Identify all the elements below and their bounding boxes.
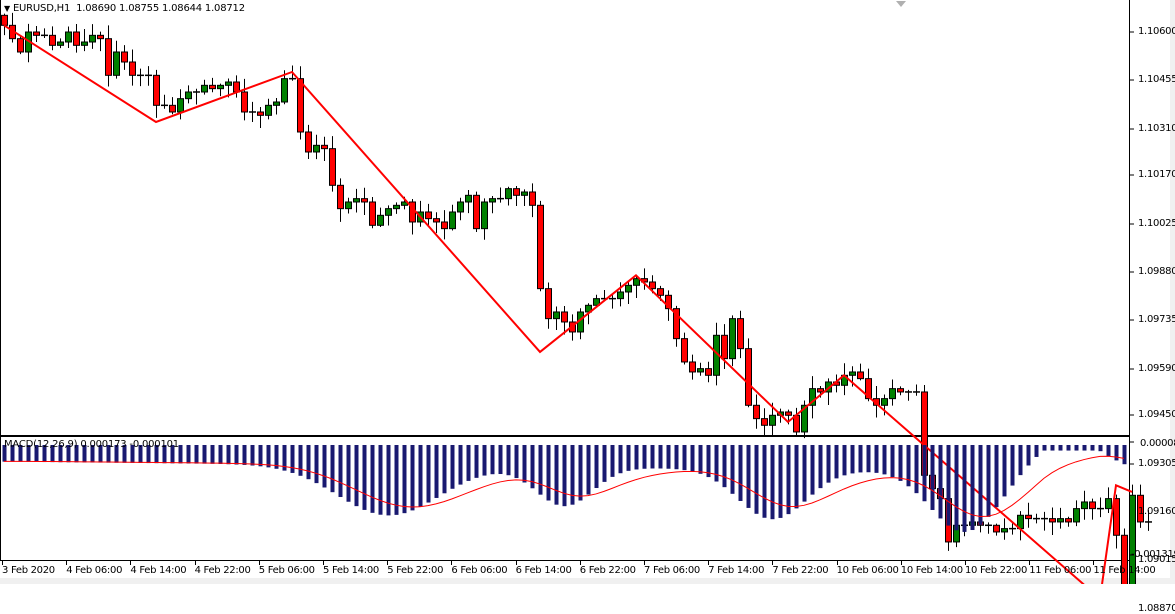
time-tick-label: 4 Feb 22:00 xyxy=(194,565,251,576)
time-tick-label: 4 Feb 14:00 xyxy=(130,565,187,576)
price-tick-label: 1.09735 xyxy=(1138,314,1175,325)
price-tick-label: 1.10170 xyxy=(1138,169,1175,180)
price-tick-label: 1.09015 xyxy=(1138,554,1175,565)
time-tick-label: 5 Feb 14:00 xyxy=(323,565,379,576)
time-tick-label: 6 Feb 06:00 xyxy=(451,565,508,576)
panel-shift-marker-icon[interactable] xyxy=(896,1,906,7)
macd-scale-top: 0.00008 xyxy=(1140,438,1175,449)
time-tick-label: 7 Feb 22:00 xyxy=(772,565,829,576)
price-tick-label: 1.09160 xyxy=(1138,506,1175,517)
time-tick-label: 11 Feb 14:00 xyxy=(1093,565,1156,576)
window-edge xyxy=(1170,0,1175,584)
price-tick-label: 1.10310 xyxy=(1138,123,1175,134)
time-tick-label: 5 Feb 22:00 xyxy=(387,565,444,576)
dropdown-triangle-icon[interactable]: ▼ xyxy=(4,4,10,13)
macd-scale-bottom: -0.001319 xyxy=(1131,549,1175,560)
time-tick-label: 10 Feb 22:00 xyxy=(965,565,1028,576)
price-tick-label: 1.09880 xyxy=(1138,266,1175,277)
chart-canvas xyxy=(1,12,1152,584)
symbol-label: EURUSD,H1 xyxy=(12,3,71,14)
price-tick-label: 1.09305 xyxy=(1138,458,1175,469)
price-tick-label: 1.10600 xyxy=(1138,26,1175,37)
time-tick-label: 3 Feb 2020 xyxy=(2,565,55,576)
time-tick-label: 11 Feb 06:00 xyxy=(1029,565,1092,576)
time-tick-label: 10 Feb 14:00 xyxy=(900,565,963,576)
price-panel[interactable] xyxy=(0,0,1130,436)
time-tick-label: 6 Feb 22:00 xyxy=(579,565,636,576)
time-tick-label: 7 Feb 14:00 xyxy=(708,565,765,576)
price-tick-label: 1.10025 xyxy=(1138,218,1175,229)
time-tick-label: 6 Feb 14:00 xyxy=(515,565,572,576)
ohlc-values: 1.08690 1.08755 1.08644 1.08712 xyxy=(76,3,245,14)
price-tick-label: 1.10455 xyxy=(1138,74,1175,85)
window-edge-bottom xyxy=(0,578,1175,584)
price-tick-label: 1.09590 xyxy=(1138,363,1175,374)
macd-label: MACD(12,26,9) 0.000173 -0.000101 xyxy=(4,439,179,450)
time-tick-label: 7 Feb 06:00 xyxy=(644,565,700,576)
price-tick-label: 1.09450 xyxy=(1138,409,1175,420)
time-tick-label: 10 Feb 06:00 xyxy=(836,565,899,576)
chart-title: ▼ EURUSD,H1 1.08690 1.08755 1.08644 1.08… xyxy=(4,3,245,14)
time-tick-label: 5 Feb 06:00 xyxy=(258,565,315,576)
price-tick-label: 1.08870 xyxy=(1138,603,1175,614)
time-tick-label: 4 Feb 06:00 xyxy=(66,565,123,576)
